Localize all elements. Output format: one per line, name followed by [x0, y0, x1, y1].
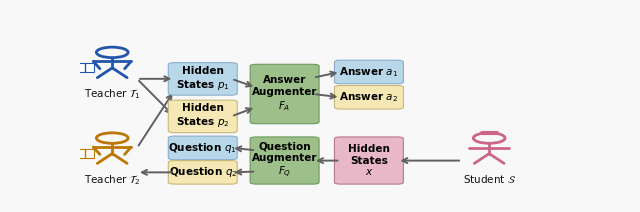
FancyBboxPatch shape — [75, 149, 94, 158]
Text: Answer $a_2$: Answer $a_2$ — [339, 90, 399, 104]
FancyBboxPatch shape — [168, 161, 237, 184]
Text: Question
Augmenter
$F_Q$: Question Augmenter $F_Q$ — [252, 141, 317, 180]
Text: Question $q_2$: Question $q_2$ — [168, 165, 237, 179]
Text: Teacher $\mathcal{T}_1$: Teacher $\mathcal{T}_1$ — [84, 88, 141, 101]
Text: Teacher $\mathcal{T}_2$: Teacher $\mathcal{T}_2$ — [84, 173, 141, 187]
FancyBboxPatch shape — [168, 63, 237, 95]
FancyBboxPatch shape — [335, 60, 403, 84]
FancyBboxPatch shape — [75, 63, 94, 72]
Text: Hidden
States $p_1$: Hidden States $p_1$ — [176, 66, 230, 92]
Text: Answer $a_1$: Answer $a_1$ — [339, 65, 399, 79]
FancyBboxPatch shape — [250, 137, 319, 184]
Text: Hidden
States
$x$: Hidden States $x$ — [348, 144, 390, 177]
Text: Question $q_1$: Question $q_1$ — [168, 141, 237, 155]
Text: Student $\mathcal{S}$: Student $\mathcal{S}$ — [463, 173, 516, 185]
FancyBboxPatch shape — [335, 137, 403, 184]
Text: Hidden
States $p_2$: Hidden States $p_2$ — [176, 103, 230, 130]
FancyBboxPatch shape — [335, 85, 403, 109]
Text: Answer
Augmenter
$F_A$: Answer Augmenter $F_A$ — [252, 75, 317, 113]
FancyBboxPatch shape — [168, 136, 237, 160]
FancyBboxPatch shape — [250, 64, 319, 124]
FancyBboxPatch shape — [168, 100, 237, 133]
